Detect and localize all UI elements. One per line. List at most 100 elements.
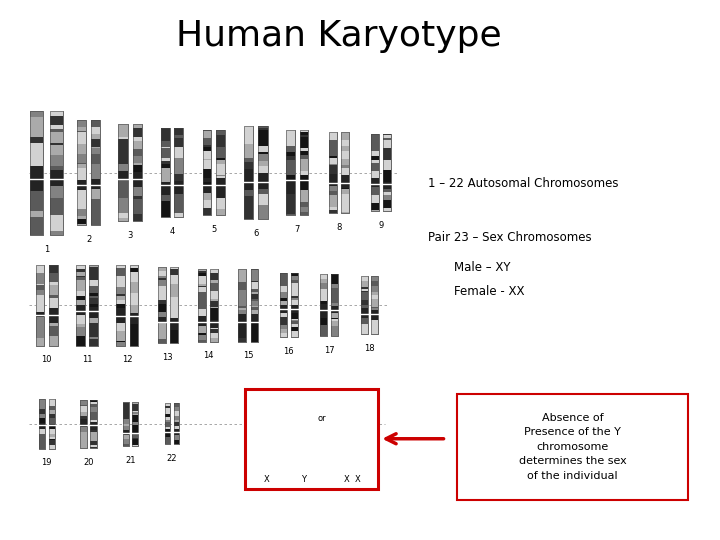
Text: or: or [318, 414, 326, 423]
Bar [371, 210, 379, 211]
Bar [130, 265, 138, 346]
Bar [123, 440, 129, 443]
Bar [170, 267, 178, 269]
Bar [161, 129, 170, 141]
Bar [329, 165, 337, 174]
Bar [216, 130, 225, 215]
Bar [48, 426, 55, 427]
Bar [243, 206, 253, 219]
Bar [371, 281, 377, 286]
Bar [39, 399, 45, 402]
Bar [341, 132, 349, 213]
Text: X  X: X X [344, 475, 361, 484]
Bar [89, 265, 98, 346]
Bar [329, 174, 337, 179]
Bar [329, 186, 337, 191]
Bar [48, 423, 55, 426]
Bar [89, 313, 98, 318]
Bar [89, 267, 98, 280]
Bar [117, 268, 125, 276]
Text: Female - XX: Female - XX [454, 285, 524, 298]
Bar [300, 207, 308, 208]
Bar [348, 404, 356, 410]
Bar [174, 403, 179, 407]
Bar [170, 275, 178, 276]
Bar [123, 443, 129, 446]
Bar [210, 269, 218, 342]
Bar [243, 126, 253, 219]
Bar [165, 417, 171, 420]
Bar [165, 437, 171, 444]
Bar [361, 318, 368, 324]
Bar [291, 295, 298, 299]
Bar [238, 306, 246, 308]
Bar [117, 332, 125, 341]
Bar [49, 265, 58, 346]
Bar [50, 156, 63, 166]
Bar [130, 318, 138, 324]
Bar [89, 280, 98, 286]
Bar [287, 194, 295, 205]
Bar [30, 111, 43, 235]
Bar [371, 134, 379, 211]
Bar [364, 437, 372, 444]
Bar [210, 333, 218, 338]
Bar [50, 125, 63, 129]
Bar [39, 438, 45, 440]
Bar [371, 320, 377, 325]
Bar [76, 265, 85, 346]
Bar [287, 156, 295, 160]
Bar [30, 117, 43, 137]
Bar [238, 290, 246, 306]
Bar [50, 205, 63, 215]
Bar [329, 195, 337, 207]
Bar [341, 179, 349, 186]
Bar [50, 129, 63, 132]
Bar [158, 280, 166, 286]
Bar [371, 312, 377, 320]
Bar [371, 134, 379, 151]
Bar [336, 453, 343, 454]
Bar [48, 440, 55, 445]
Text: 5: 5 [211, 225, 217, 234]
Bar [30, 166, 43, 175]
Bar [76, 311, 85, 315]
Bar [30, 111, 43, 117]
Bar [49, 308, 58, 322]
Bar [457, 394, 688, 500]
Bar [383, 147, 391, 160]
Bar [174, 422, 179, 426]
Bar [300, 171, 308, 175]
Bar [258, 130, 268, 132]
Bar [251, 293, 258, 294]
Bar [48, 445, 55, 449]
Bar [361, 305, 368, 308]
Bar [291, 284, 298, 295]
Bar [383, 165, 391, 170]
Bar [76, 269, 85, 271]
Bar [216, 175, 225, 177]
Text: 17: 17 [324, 346, 334, 355]
Bar [336, 390, 343, 401]
Bar [165, 403, 171, 444]
Bar [158, 286, 166, 300]
Bar [364, 399, 372, 404]
Bar [133, 150, 143, 156]
Bar [39, 399, 45, 449]
Bar [297, 398, 302, 430]
Bar [118, 137, 127, 139]
Bar [336, 411, 343, 414]
Bar [329, 191, 337, 195]
Bar [258, 126, 268, 129]
Bar [352, 415, 360, 420]
Bar [279, 313, 287, 316]
Bar [297, 423, 302, 428]
Bar [210, 325, 218, 326]
Bar [132, 438, 138, 439]
Bar [89, 293, 98, 296]
Bar [258, 166, 268, 173]
Bar [331, 318, 338, 319]
Bar [291, 273, 298, 337]
Bar [133, 180, 143, 187]
Bar [198, 316, 206, 321]
